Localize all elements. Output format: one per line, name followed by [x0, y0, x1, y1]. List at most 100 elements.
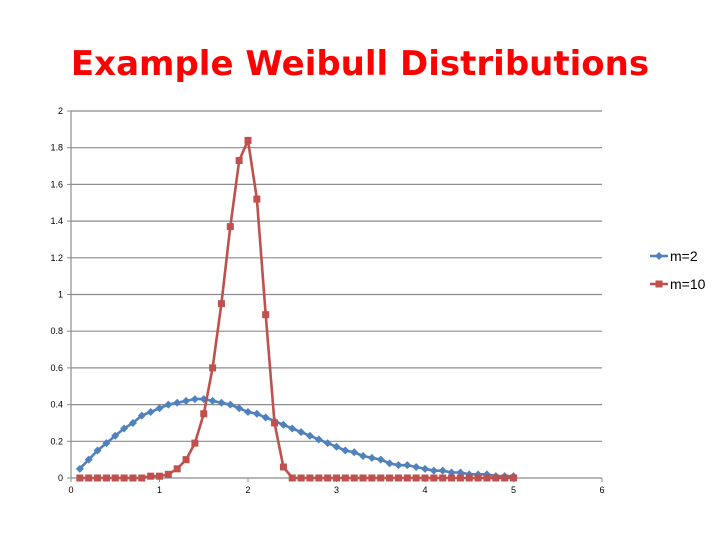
data-point-square [501, 474, 509, 482]
y-tick-label: 0.6 [50, 363, 63, 373]
data-point-square [350, 474, 358, 482]
data-point-diamond [341, 446, 350, 455]
data-point-diamond [297, 428, 306, 437]
data-point-square [253, 195, 261, 203]
data-point-diamond [128, 418, 137, 427]
data-point-diamond [359, 451, 368, 460]
data-point-diamond [288, 424, 297, 433]
series-m=2 [75, 395, 518, 481]
data-point-square [421, 474, 429, 482]
data-point-diamond [244, 407, 252, 416]
y-tick-label: 1.4 [50, 216, 63, 226]
series-line [78, 397, 514, 478]
x-tick-label: 2 [245, 485, 250, 495]
y-tick-label: 0.4 [50, 400, 63, 410]
data-point-diamond [155, 404, 164, 413]
data-point-diamond [456, 468, 465, 477]
data-point-square [262, 311, 270, 319]
data-point-square [279, 463, 287, 471]
data-point-diamond [385, 459, 394, 468]
data-point-square [456, 474, 464, 482]
data-point-square [306, 474, 314, 482]
data-point-diamond [394, 461, 403, 470]
y-tick-label: 2 [58, 106, 63, 116]
data-point-square [394, 474, 402, 482]
y-tick-label: 1.8 [50, 143, 63, 153]
data-point-square [235, 157, 243, 165]
data-point-diamond [208, 396, 217, 405]
data-point-diamond [376, 455, 385, 464]
data-point-diamond [252, 409, 261, 418]
data-point-square [324, 474, 332, 482]
data-point-diamond [438, 466, 447, 475]
data-point-square [297, 474, 305, 482]
legend-marker-square [655, 280, 663, 288]
y-tick-label: 0.2 [50, 436, 63, 446]
data-point-square [359, 474, 367, 482]
data-point-square [288, 474, 296, 482]
data-point-square [182, 456, 190, 464]
data-point-diamond [111, 431, 120, 440]
data-point-square [271, 419, 279, 427]
series-m=10 [76, 136, 517, 482]
data-point-square [226, 223, 234, 231]
data-point-square [102, 474, 110, 482]
data-point-diamond [429, 466, 438, 475]
data-point-diamond [403, 461, 412, 470]
data-point-square [217, 300, 225, 308]
data-point-square [510, 474, 517, 482]
data-point-square [439, 474, 447, 482]
data-point-diamond [75, 464, 84, 473]
legend-label: m=2 [670, 248, 698, 264]
x-tick-label: 0 [68, 485, 73, 495]
y-tick-label: 1 [58, 290, 63, 300]
series-line [79, 139, 514, 480]
data-point-square [156, 472, 163, 480]
data-point-diamond [261, 413, 270, 422]
data-point-square [403, 474, 411, 482]
data-point-square [448, 474, 456, 482]
data-point-square [412, 474, 420, 482]
data-point-square [173, 465, 181, 473]
data-point-square [200, 410, 208, 418]
data-point-square [120, 474, 128, 482]
legend-marker-diamond [655, 252, 663, 260]
data-point-diamond [190, 395, 199, 404]
data-point-diamond [332, 442, 341, 451]
y-tick-label: 0.8 [50, 326, 63, 336]
data-point-square [164, 470, 172, 478]
data-point-diamond [120, 424, 129, 433]
legend-label: m=10 [670, 276, 706, 292]
data-point-square [315, 474, 323, 482]
data-point-square [386, 474, 394, 482]
data-point-square [138, 474, 146, 482]
data-point-square [430, 474, 438, 482]
data-point-square [341, 474, 349, 482]
data-point-diamond [412, 462, 421, 471]
data-point-diamond [217, 398, 226, 407]
series-layer [75, 136, 518, 482]
data-point-diamond [137, 411, 146, 420]
y-tick-label: 1.6 [50, 179, 63, 189]
data-point-diamond [84, 455, 93, 464]
data-point-diamond [350, 448, 359, 457]
chart-title: Example Weibull Distributions [70, 44, 650, 84]
y-axis-ticks: 0 0.2 0.4 0.6 0.8 1 1.2 1.4 1.6 1.8 2 [50, 106, 71, 483]
data-point-diamond [279, 420, 288, 429]
data-point-diamond [164, 400, 173, 409]
legend: m=2 m=10 [650, 248, 706, 292]
x-tick-label: 6 [599, 485, 604, 495]
data-point-diamond [173, 398, 182, 407]
x-tick-label: 4 [422, 485, 427, 495]
data-point-diamond [146, 407, 155, 416]
data-point-diamond [305, 431, 314, 440]
data-point-square [94, 474, 102, 482]
x-tick-label: 3 [334, 485, 339, 495]
data-point-diamond [235, 404, 244, 413]
data-point-square [85, 474, 93, 482]
data-point-diamond [447, 468, 456, 477]
data-point-square [483, 474, 491, 482]
data-point-square [492, 474, 500, 482]
data-point-diamond [314, 435, 323, 444]
